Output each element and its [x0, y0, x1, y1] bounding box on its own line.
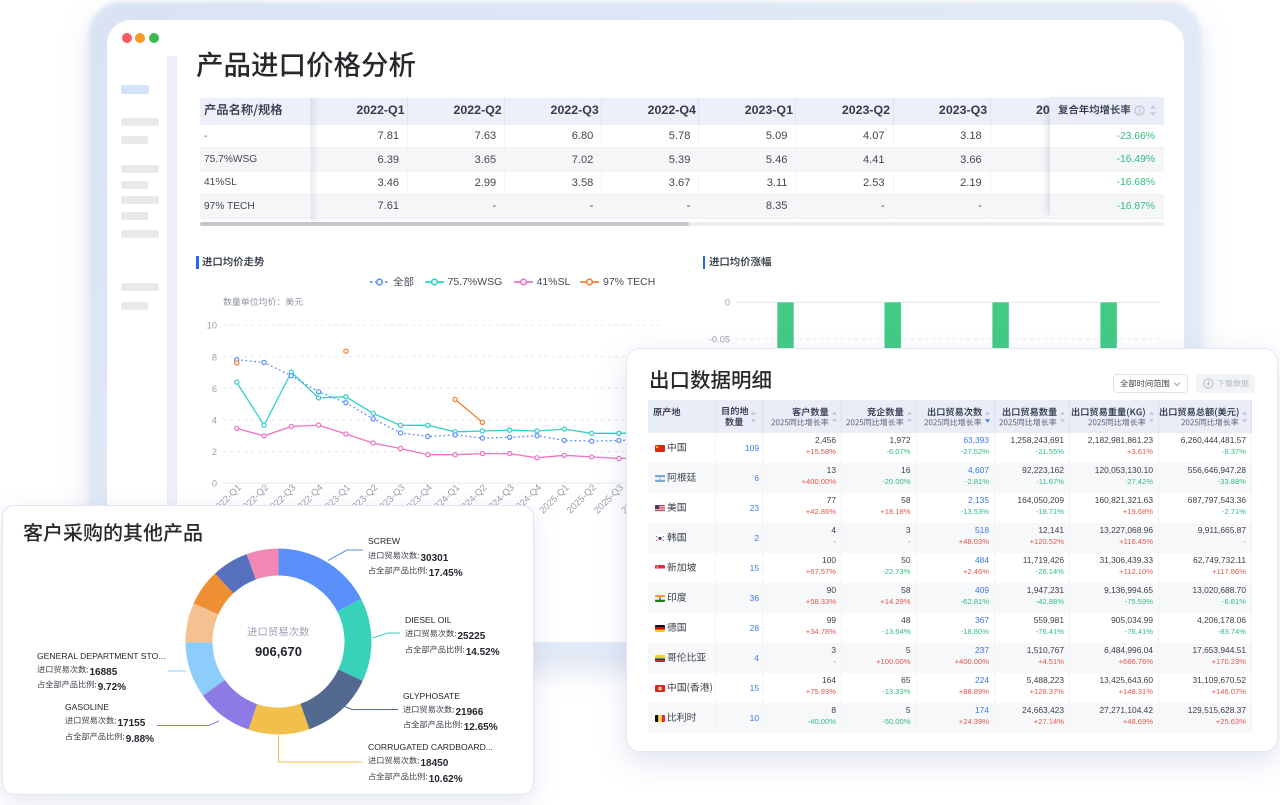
- svg-text:0: 0: [725, 298, 730, 308]
- svg-text:2: 2: [212, 447, 217, 457]
- svg-text:10: 10: [207, 321, 217, 331]
- svg-text:-0.05: -0.05: [709, 334, 730, 344]
- svg-text:8: 8: [212, 352, 217, 362]
- svg-text:6: 6: [212, 384, 217, 394]
- svg-text:0: 0: [212, 479, 217, 489]
- svg-text:4: 4: [212, 416, 217, 426]
